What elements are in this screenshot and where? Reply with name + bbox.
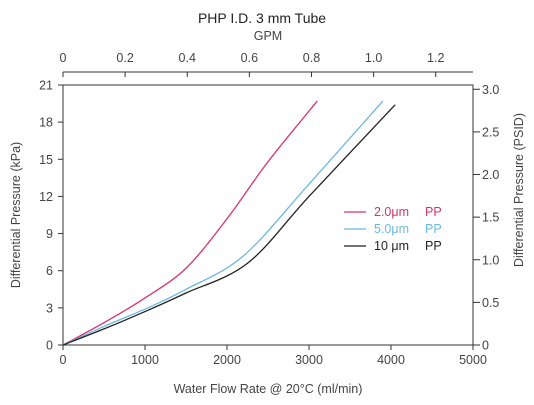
left-axis-label: Differential Pressure (kPa): [9, 142, 23, 288]
bottom-axis-label: Water Flow Rate @ 20°C (ml/min): [174, 382, 363, 396]
series-line-5-0-m: [62, 100, 384, 346]
left-tick-label: 15: [39, 153, 53, 167]
bottom-tick-label: 2000: [213, 353, 241, 367]
right-tick-label: 1.5: [482, 211, 499, 225]
bottom-tick-label: 3000: [295, 353, 323, 367]
top-tick-label: 1.2: [427, 51, 444, 65]
right-tick-label: 2.0: [482, 168, 499, 182]
left-tick-label: 0: [46, 339, 53, 353]
top-tick-label: 0.4: [179, 51, 196, 65]
left-tick-label: 3: [46, 301, 53, 315]
legend-media-10-m: PP: [425, 239, 442, 253]
bottom-tick-label: 4000: [377, 353, 405, 367]
bottom-tick-label: 5000: [459, 353, 487, 367]
legend: 2.0μm PP 5.0μm PP 10 μm PP: [344, 205, 442, 253]
bottom-tick-label: 1000: [131, 353, 159, 367]
left-tick-label: 18: [39, 116, 53, 130]
top-tick-label: 0.6: [241, 51, 258, 65]
legend-media-2-0-m: PP: [425, 205, 442, 219]
left-tick-label: 21: [39, 79, 53, 93]
legend-label-5-0-m: 5.0μm: [374, 222, 409, 236]
chart-title: PHP I.D. 3 mm Tube: [198, 10, 326, 26]
right-tick-label: 0: [482, 339, 489, 353]
right-tick-label: 0.5: [482, 296, 499, 310]
top-tick-label: 0: [60, 51, 67, 65]
bottom-tick-label: 0: [60, 353, 67, 367]
left-tick-label: 6: [46, 264, 53, 278]
right-axis-label: Differential Pressure (PSID): [512, 113, 526, 267]
top-axis-label: GPM: [254, 29, 282, 43]
series-line-2-0-m: [62, 100, 318, 346]
series-line-10-m: [62, 104, 396, 346]
top-tick-label: 0.8: [303, 51, 320, 65]
right-tick-label: 2.5: [482, 125, 499, 139]
right-tick-label: 3.0: [482, 83, 499, 97]
legend-media-5-0-m: PP: [425, 222, 442, 236]
legend-label-10-m: 10 μm: [374, 239, 409, 253]
plot-frame: [62, 84, 474, 346]
legend-label-2-0-m: 2.0μm: [374, 205, 409, 219]
top-tick-label: 1.0: [365, 51, 382, 65]
top-tick-label: 0.2: [116, 51, 133, 65]
right-tick-label: 1.0: [482, 253, 499, 267]
left-tick-label: 9: [46, 227, 53, 241]
left-tick-label: 12: [39, 190, 53, 204]
